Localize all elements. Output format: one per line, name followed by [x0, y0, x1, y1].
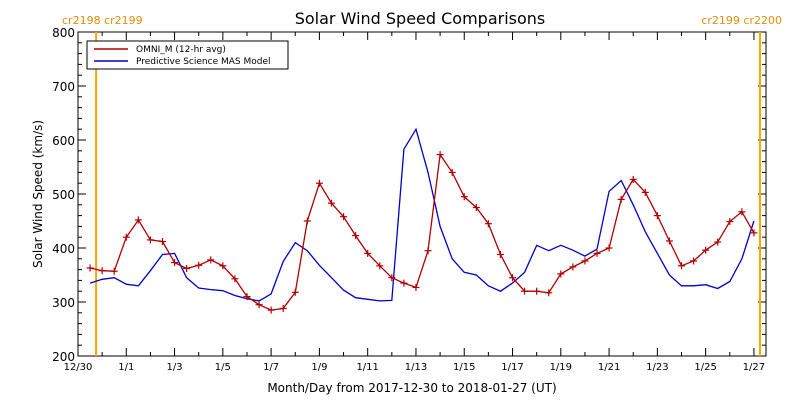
data-point-omni	[617, 195, 625, 203]
data-point-omni	[653, 212, 661, 220]
legend: OMNI_M (12-hr avg) Predictive Science MA…	[86, 40, 289, 70]
x-axis: 12/30 1/1 1/3 1/5 1/7 1/9 1/11 1/13 1/15 1/17 1/19…	[64, 32, 765, 373]
data-point-omni	[171, 259, 179, 267]
legend-label-omni: OMNI_M (12-hr avg)	[136, 45, 226, 55]
data-point-omni	[183, 265, 191, 273]
data-point-omni	[738, 208, 746, 216]
y-axis: 200 300 400 500 600 700 800	[52, 26, 766, 364]
data-point-omni	[134, 216, 142, 224]
data-point-omni	[509, 274, 517, 282]
data-point-omni	[581, 257, 589, 265]
data-point-omni	[521, 287, 529, 295]
data-point-omni	[303, 217, 311, 225]
x-tick-label: 1/27	[743, 362, 765, 373]
data-point-omni	[376, 262, 384, 270]
data-point-omni	[593, 249, 601, 257]
data-point-omni	[315, 179, 323, 187]
x-tick-label: 1/21	[598, 362, 620, 373]
data-point-omni	[533, 287, 541, 295]
data-point-omni	[158, 238, 166, 246]
data-point-omni	[86, 264, 94, 272]
x-tick-label: 1/23	[646, 362, 668, 373]
data-point-omni	[195, 261, 203, 269]
data-point-omni	[98, 267, 106, 275]
data-point-omni	[665, 237, 673, 245]
data-point-omni	[412, 283, 420, 291]
series-layer	[86, 127, 758, 314]
data-point-omni	[714, 238, 722, 246]
carrington-label-left: cr2198 cr2199	[62, 14, 143, 27]
x-tick-label: 1/1	[118, 362, 134, 373]
x-tick-label: 1/9	[311, 362, 327, 373]
data-point-omni	[545, 289, 553, 297]
x-tick-label: 1/13	[405, 362, 427, 373]
y-tick-label: 800	[52, 26, 75, 40]
chart-title: Solar Wind Speed Comparisons	[295, 9, 546, 28]
x-tick-label: 1/5	[215, 362, 231, 373]
data-point-omni	[146, 236, 154, 244]
y-tick-label: 300	[52, 296, 75, 310]
data-point-omni	[448, 168, 456, 176]
data-point-omni	[122, 233, 130, 241]
data-point-omni	[400, 279, 408, 287]
data-point-omni	[352, 232, 360, 240]
data-point-omni	[690, 257, 698, 265]
y-tick-label: 400	[52, 242, 75, 256]
data-point-omni	[231, 275, 239, 283]
legend-label-mas: Predictive Science MAS Model	[136, 57, 271, 67]
series-line-omni	[89, 152, 755, 311]
x-tick-label: 12/30	[64, 362, 93, 373]
data-point-omni	[207, 256, 215, 264]
carrington-label-right: cr2199 cr2200	[701, 14, 782, 27]
y-tick-label: 500	[52, 188, 75, 202]
data-point-omni	[327, 199, 335, 207]
data-point-omni	[557, 270, 565, 278]
data-point-omni	[605, 244, 613, 252]
x-tick-label: 1/25	[694, 362, 716, 373]
carrington-boundaries	[95, 32, 761, 356]
x-tick-label: 1/17	[501, 362, 523, 373]
data-point-omni	[340, 213, 348, 221]
x-tick-label: 1/19	[550, 362, 572, 373]
data-point-omni	[629, 175, 637, 183]
data-point-omni	[255, 301, 263, 309]
x-tick-label: 1/15	[453, 362, 475, 373]
data-point-omni	[460, 193, 468, 201]
y-axis-label: Solar Wind Speed (km/s)	[31, 120, 45, 268]
data-point-omni	[702, 246, 710, 254]
plot-frame	[77, 31, 767, 357]
x-tick-label: 1/3	[167, 362, 183, 373]
y-tick-label: 700	[52, 80, 75, 94]
data-point-omni	[641, 188, 649, 196]
data-point-omni	[267, 306, 275, 314]
data-point-omni	[388, 274, 396, 282]
x-tick-label: 1/11	[356, 362, 378, 373]
data-point-omni	[436, 151, 444, 159]
x-tick-label: 1/7	[263, 362, 279, 373]
data-point-omni	[678, 262, 686, 270]
data-point-omni	[496, 250, 504, 258]
data-point-omni	[726, 218, 734, 226]
data-point-omni	[110, 267, 118, 275]
data-point-omni	[484, 220, 492, 228]
data-point-omni	[569, 263, 577, 271]
series-line-mas	[89, 127, 755, 302]
x-axis-label: Month/Day from 2017-12-30 to 2018-01-27 …	[267, 381, 556, 395]
data-point-omni	[424, 247, 432, 255]
data-point-omni	[750, 229, 758, 237]
data-point-omni	[364, 249, 372, 257]
data-point-omni	[219, 262, 227, 270]
data-point-omni	[243, 293, 251, 301]
data-point-omni	[472, 204, 480, 211]
y-tick-label: 600	[52, 134, 75, 148]
legend-box	[86, 40, 289, 70]
y-tick-label: 200	[52, 350, 75, 364]
data-point-omni	[291, 288, 299, 296]
data-point-omni	[279, 304, 287, 312]
